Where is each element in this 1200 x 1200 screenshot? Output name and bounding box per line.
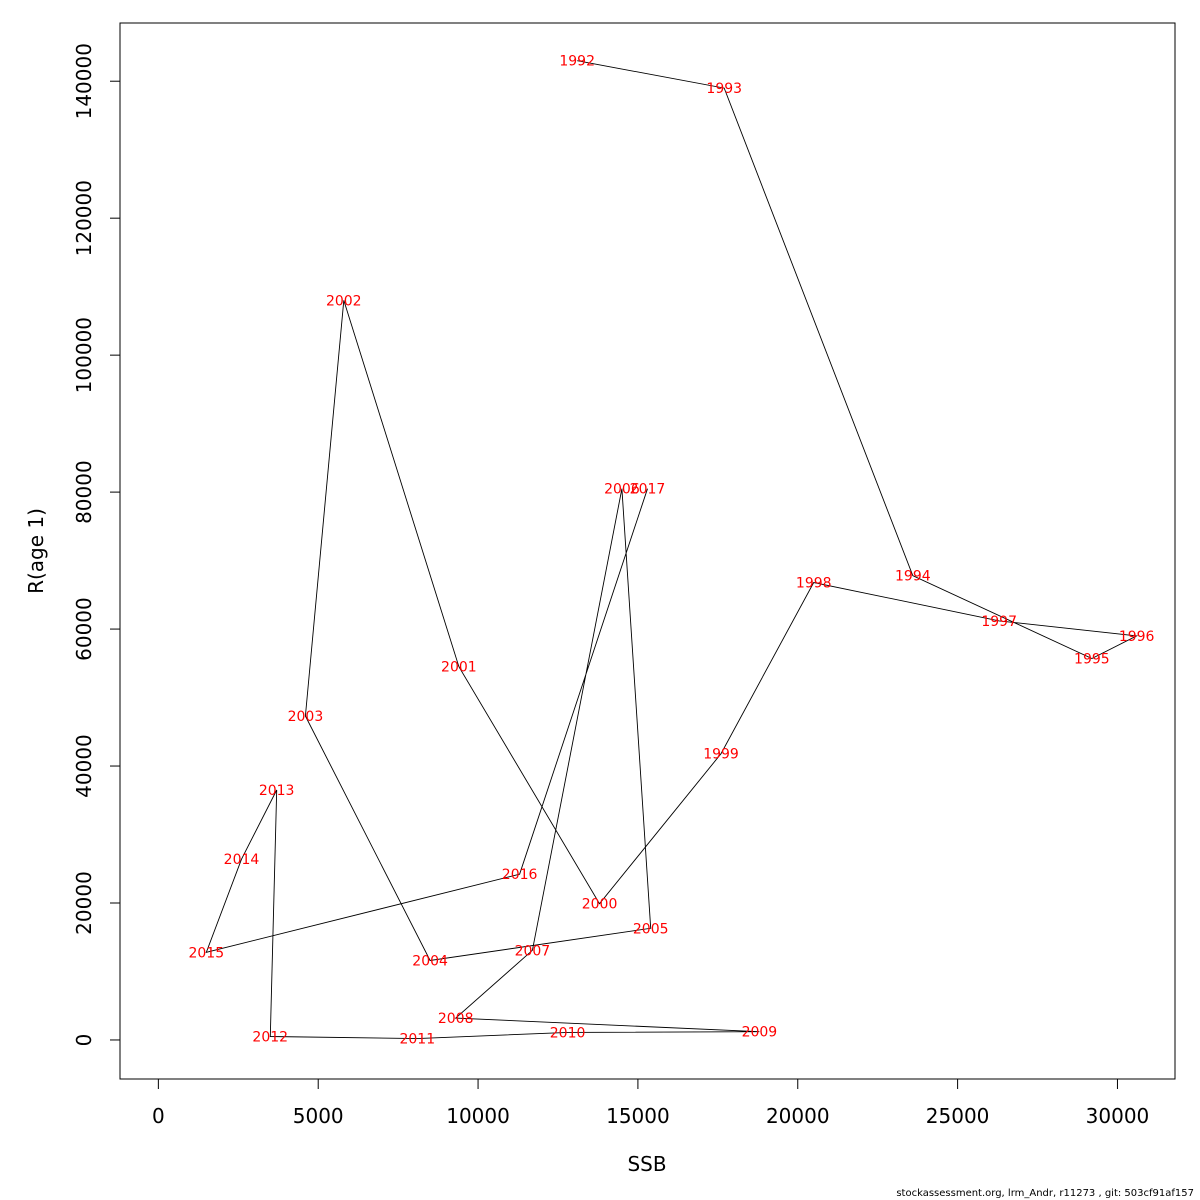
y-tick-label: 140000 bbox=[72, 43, 96, 119]
footer-credit: stockassessment.org, lrm_Andr, r11273 , … bbox=[896, 1188, 1194, 1199]
point-label-2002: 2002 bbox=[326, 293, 362, 309]
y-tick-label: 80000 bbox=[72, 460, 96, 524]
point-label-2012: 2012 bbox=[252, 1030, 288, 1046]
point-label-2007: 2007 bbox=[515, 943, 551, 959]
point-label-2016: 2016 bbox=[502, 867, 538, 883]
point-label-2011: 2011 bbox=[399, 1032, 435, 1048]
point-label-2003: 2003 bbox=[288, 709, 324, 725]
x-axis-title: SSB bbox=[627, 1152, 666, 1176]
point-label-2015: 2015 bbox=[188, 945, 224, 961]
point-label-2000: 2000 bbox=[582, 897, 618, 913]
point-label-1997: 1997 bbox=[981, 614, 1017, 630]
y-tick-label: 40000 bbox=[72, 734, 96, 798]
y-tick-label: 120000 bbox=[72, 180, 96, 256]
y-axis: 0 20000 40000 60000 80000 100000 120000 140000 bbox=[72, 43, 121, 1047]
point-label-2010: 2010 bbox=[550, 1025, 586, 1041]
y-tick-label: 60000 bbox=[72, 597, 96, 661]
point-label-2008: 2008 bbox=[438, 1011, 474, 1027]
x-tick-label: 20000 bbox=[766, 1104, 830, 1128]
point-label-1999: 1999 bbox=[703, 747, 739, 763]
point-label-1994: 1994 bbox=[895, 569, 931, 585]
y-tick-label: 0 bbox=[72, 1034, 96, 1047]
point-labels: 1992 1993 1994 1995 1996 1997 1998 1999 2000 2001… bbox=[188, 54, 1154, 1048]
y-axis-title: R(age 1) bbox=[24, 508, 48, 594]
series-path bbox=[205, 60, 1139, 1040]
x-tick-label: 15000 bbox=[606, 1104, 670, 1128]
point-label-2013: 2013 bbox=[259, 783, 295, 799]
y-tick-label: 20000 bbox=[72, 871, 96, 935]
point-label-2004: 2004 bbox=[412, 954, 448, 970]
y-tick-label: 100000 bbox=[72, 317, 96, 393]
point-label-2001: 2001 bbox=[441, 660, 477, 676]
x-tick-label: 0 bbox=[152, 1104, 165, 1128]
point-label-1998: 1998 bbox=[796, 576, 832, 592]
point-label-2014: 2014 bbox=[224, 852, 260, 868]
x-tick-label: 10000 bbox=[446, 1104, 510, 1128]
trajectory-line bbox=[205, 60, 1139, 1040]
point-label-2006: 2006 bbox=[604, 482, 640, 498]
point-label-1995: 1995 bbox=[1074, 652, 1110, 668]
x-tick-label: 30000 bbox=[1086, 1104, 1150, 1128]
point-label-2005: 2005 bbox=[633, 921, 669, 937]
point-label-2009: 2009 bbox=[742, 1025, 778, 1041]
point-label-1993: 1993 bbox=[706, 81, 742, 97]
x-tick-label: 25000 bbox=[926, 1104, 990, 1128]
x-tick-label: 5000 bbox=[293, 1104, 344, 1128]
x-axis: 0 5000 10000 15000 20000 25000 30000 bbox=[152, 1078, 1150, 1128]
point-label-1992: 1992 bbox=[559, 54, 595, 70]
point-label-1996: 1996 bbox=[1119, 629, 1155, 645]
point-label-2017: 2017 bbox=[630, 482, 666, 498]
